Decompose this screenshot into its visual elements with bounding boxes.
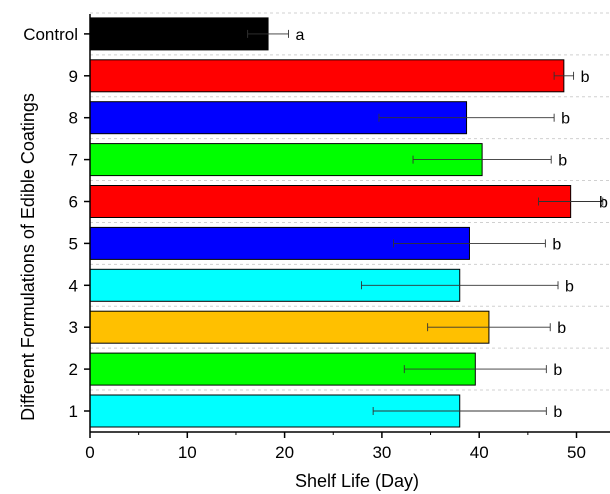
x-tick-label: 0: [85, 443, 94, 462]
significance-label: b: [553, 404, 562, 421]
bar-3: [89, 310, 490, 344]
bar-6: [89, 185, 572, 218]
significance-label: b: [557, 320, 566, 337]
grid-lines: [90, 12, 610, 391]
significance-label: b: [599, 195, 608, 212]
bars: [89, 17, 604, 428]
bar-control: [89, 17, 269, 51]
y-tick-label: 8: [69, 109, 78, 128]
axes: [84, 14, 610, 438]
significance-label: b: [565, 278, 574, 295]
y-tick-label: 2: [69, 360, 78, 379]
x-tick-label: 50: [567, 443, 586, 462]
y-tick-label: 1: [69, 402, 78, 421]
significance-label: b: [552, 236, 561, 253]
x-tick-label: 20: [275, 443, 294, 462]
y-tick-label: 9: [69, 67, 78, 86]
y-tick-label: 6: [69, 193, 78, 212]
significance-label: b: [558, 153, 567, 170]
y-tick-label: 4: [69, 276, 78, 295]
bar-9: [89, 59, 565, 93]
significance-label: b: [581, 69, 590, 86]
y-tick-label: 7: [69, 151, 78, 170]
significance-label: b: [561, 111, 570, 128]
x-axis-title: Shelf Life (Day): [295, 471, 419, 491]
y-tick-label: Control: [23, 25, 78, 44]
y-tick-label: 5: [69, 234, 78, 253]
labels: 0 10 20 30 40 50 b 1 b 2 b 3 b 4 b 5 b 6 b 7 b 8 b 9 a Control: [23, 25, 608, 462]
y-axis-title: Different Formulations of Edible Coating…: [18, 93, 38, 421]
x-tick-label: 10: [178, 443, 197, 462]
significance-label: a: [295, 27, 304, 44]
x-tick-label: 30: [372, 443, 391, 462]
y-tick-label: 3: [69, 318, 78, 337]
significance-label: b: [553, 362, 562, 379]
x-tick-label: 40: [470, 443, 489, 462]
